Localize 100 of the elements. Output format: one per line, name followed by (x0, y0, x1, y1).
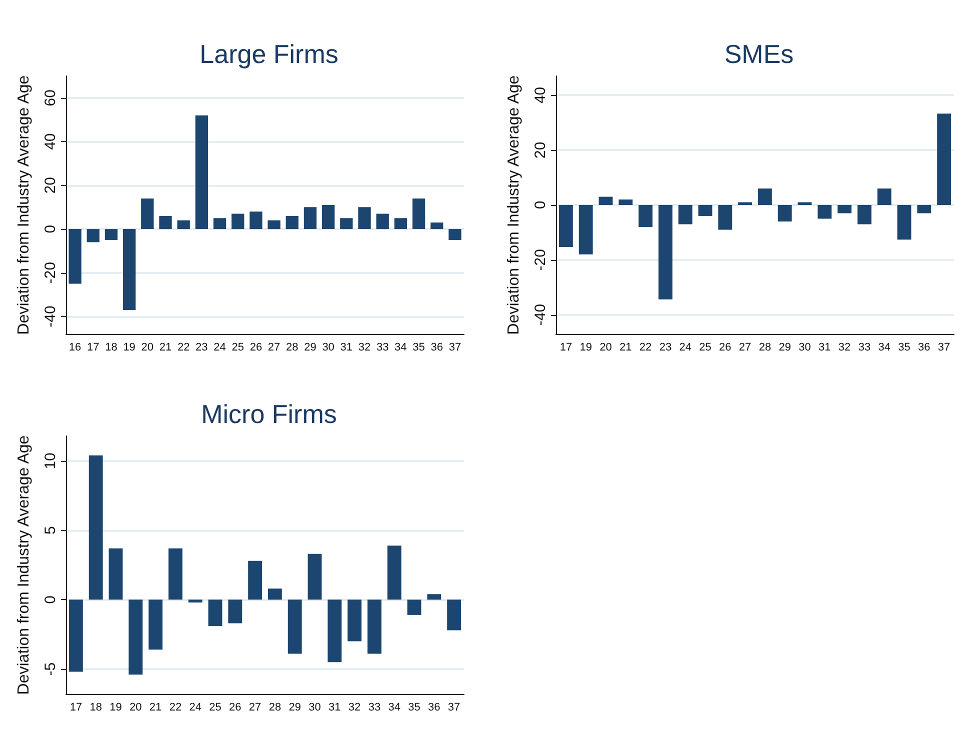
bar (248, 560, 262, 600)
bar (177, 220, 190, 230)
bar (618, 200, 633, 205)
x-tick-label: 36 (430, 342, 443, 354)
y-tick-label: 10 (42, 452, 59, 470)
x-tick-label: 33 (858, 342, 871, 354)
bar (448, 229, 462, 240)
y-axis-title: Deviation from Industry Average Age (16, 75, 32, 335)
x-tick-label: 23 (659, 342, 672, 354)
x-tick-label: 28 (268, 702, 282, 714)
x-tick-label: 20 (600, 342, 612, 354)
bar (88, 455, 103, 600)
x-tick-label: 32 (838, 342, 851, 354)
x-tick-label: 17 (70, 702, 82, 714)
bar (427, 594, 442, 600)
x-tick-label: 31 (818, 342, 831, 354)
bar (718, 205, 732, 230)
x-tick-label: 30 (308, 702, 321, 714)
bar (148, 600, 163, 650)
x-tick-label: 25 (699, 342, 712, 354)
y-tick-label: -40 (42, 306, 59, 328)
x-tick-label: 24 (679, 342, 692, 354)
x-tick-label: 17 (87, 342, 100, 354)
bar (268, 220, 280, 230)
bar (598, 196, 613, 205)
x-tick-label: 35 (898, 342, 910, 354)
x-tick-label: 22 (177, 342, 190, 354)
bar (168, 548, 182, 600)
bar (738, 202, 752, 205)
bar (141, 198, 154, 230)
bar (877, 188, 892, 205)
bar (288, 600, 302, 654)
x-tick-label: 22 (639, 342, 652, 354)
x-tick-label: 19 (110, 702, 122, 714)
bar (328, 600, 342, 662)
x-tick-label: 35 (412, 342, 425, 354)
bar (394, 218, 408, 230)
bar (917, 205, 932, 214)
bar (658, 205, 672, 300)
bar (430, 222, 444, 230)
x-tick-label: 31 (340, 342, 353, 354)
x-tick-label: 31 (328, 702, 341, 714)
y-axis-title: Deviation from Industry Average Age (506, 75, 522, 335)
x-tick-label: 35 (408, 702, 420, 714)
x-tick-label: 28 (286, 342, 298, 354)
x-tick-label: 20 (130, 702, 142, 714)
chart-title: Micro Firms (201, 399, 337, 429)
x-tick-label: 21 (620, 342, 632, 354)
x-tick-label: 29 (304, 342, 316, 354)
bar (412, 198, 426, 230)
x-tick-label: 36 (428, 702, 440, 714)
x-tick-label: 32 (358, 342, 371, 354)
x-tick-label: 27 (248, 702, 262, 714)
x-tick-label: 21 (149, 702, 162, 714)
bar (268, 588, 282, 600)
x-tick-label: 18 (90, 702, 102, 714)
bar (376, 214, 389, 230)
y-tick-label: 0 (42, 224, 59, 234)
bar (937, 114, 952, 205)
bar (232, 214, 244, 230)
x-tick-label: 37 (938, 342, 950, 354)
x-tick-label: 34 (394, 342, 407, 354)
y-tick-label: -40 (532, 304, 549, 326)
bar (348, 600, 362, 642)
bar (122, 229, 136, 310)
y-axis-title: Deviation from Industry Average Age (16, 435, 32, 695)
y-tick-label: 40 (42, 133, 59, 150)
y-tick-label: 0 (532, 200, 549, 210)
bar (228, 600, 242, 624)
x-tick-label: 30 (798, 342, 811, 354)
bar (208, 600, 222, 626)
bar (758, 188, 772, 205)
y-tick-label: 20 (532, 142, 549, 158)
bar (447, 600, 462, 630)
bar (188, 600, 202, 602)
bar (308, 554, 322, 600)
x-tick-label: 33 (368, 702, 381, 714)
bar (578, 205, 593, 254)
y-tick-label: -20 (532, 249, 549, 271)
bar (407, 600, 422, 615)
bar (778, 205, 792, 222)
x-tick-label: 30 (322, 342, 334, 354)
bar (304, 207, 317, 230)
bar (108, 548, 123, 600)
y-tick-label: 20 (42, 176, 59, 194)
x-tick-label: 34 (388, 702, 400, 714)
bar (68, 600, 83, 672)
x-tick-label: 20 (141, 342, 154, 354)
chart-title: Large Firms (200, 39, 338, 69)
bar (387, 546, 402, 600)
x-tick-label: 32 (348, 702, 361, 714)
bar (213, 218, 226, 230)
x-tick-label: 19 (580, 342, 592, 354)
x-tick-label: 24 (189, 702, 202, 714)
bar (159, 216, 172, 230)
bar (638, 205, 653, 227)
bar (857, 205, 872, 224)
y-tick-label: 0 (42, 596, 59, 604)
y-tick-label: 5 (42, 526, 59, 534)
x-tick-label: 16 (68, 342, 82, 354)
